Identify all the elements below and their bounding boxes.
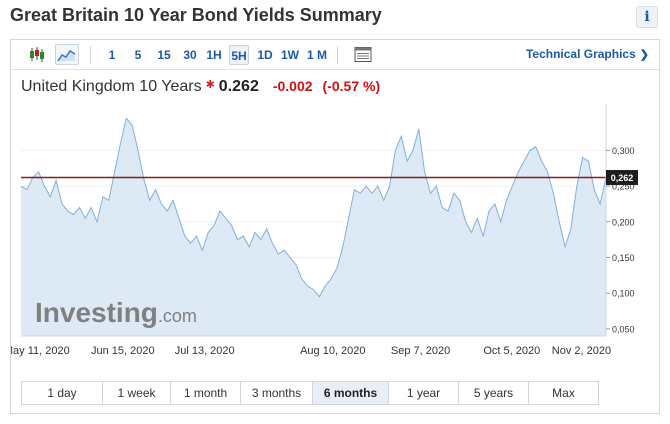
area-chart-icon[interactable] xyxy=(55,44,79,65)
timeframe-1h[interactable]: 1H xyxy=(206,48,222,62)
instrument-name: United Kingdom 10 Years xyxy=(21,78,202,95)
x-tick-label: Jul 13, 2020 xyxy=(175,345,235,357)
chart-area xyxy=(21,118,606,336)
star-icon: ✱ xyxy=(205,79,215,91)
price-change: -0.002 xyxy=(272,78,313,94)
x-tick-label: Jun 15, 2020 xyxy=(91,345,155,357)
chart-widget: 1 5 15 30 1H 5H 1D 1W 1 M Technical Graphics ❯ Un… xyxy=(10,39,660,414)
period-selector: 1 day 1 week 1 month 3 months 6 months 1 year… xyxy=(21,381,599,405)
period-3-months[interactable]: 3 months xyxy=(241,381,313,405)
chart-line xyxy=(20,117,607,298)
y-tick-label: 0,300 xyxy=(612,146,635,156)
timeframe-5h[interactable]: 5H xyxy=(229,45,249,65)
toolbar-separator xyxy=(90,46,91,64)
technical-graphics-label: Technical Graphics xyxy=(525,47,636,61)
watermark-text: Investing.com xyxy=(35,297,197,328)
period-1-week[interactable]: 1 week xyxy=(103,381,171,405)
period-6-months[interactable]: 6 months xyxy=(313,381,389,405)
table-icon[interactable] xyxy=(351,44,375,65)
period-5-years[interactable]: 5 years xyxy=(459,381,529,405)
current-value-badge-bg xyxy=(606,170,638,186)
y-tick-label: 0,250 xyxy=(612,182,635,192)
chevron-right-icon: ❯ xyxy=(639,49,649,61)
timeframe-1d[interactable]: 1D xyxy=(257,48,273,62)
timeframe-5[interactable]: 5 xyxy=(134,48,142,62)
current-value-text: 0,262 xyxy=(611,173,634,183)
period-1-month[interactable]: 1 month xyxy=(171,381,241,405)
timeframe-1m[interactable]: 1 M xyxy=(306,48,327,62)
y-tick-label: 0,200 xyxy=(612,217,635,227)
timeframe-30[interactable]: 30 xyxy=(183,48,197,62)
yield-chart: Investing.com 0,300 0,250 0,200 0,150 0,100 0… xyxy=(11,104,638,357)
last-price: 0.262 xyxy=(218,78,259,95)
info-button[interactable]: i xyxy=(636,6,658,28)
x-tick-label: Nov 2, 2020 xyxy=(552,345,611,357)
y-tick-label: 0,100 xyxy=(612,289,635,299)
toolbar-separator xyxy=(337,46,338,64)
x-tick-label: Sep 7, 2020 xyxy=(391,345,450,357)
investing-watermark: Investing.com xyxy=(35,297,197,328)
y-tick-label: 0,050 xyxy=(612,324,635,334)
period-max[interactable]: Max xyxy=(529,381,599,405)
quote-header: United Kingdom 10 Years ✱ 0.262 -0.002 (-0.5… xyxy=(21,78,380,96)
price-change-percent: (-0.57 %) xyxy=(322,78,381,94)
page-title: Great Britain 10 Year Bond Yields Summar… xyxy=(10,5,382,25)
x-tick-label: May 11, 2020 xyxy=(11,345,70,357)
period-1-year[interactable]: 1 year xyxy=(389,381,459,405)
x-tick-label: Aug 10, 2020 xyxy=(300,345,365,357)
candlestick-icon[interactable] xyxy=(25,44,49,65)
timeframe-1[interactable]: 1 xyxy=(108,48,116,62)
y-tick-label: 0,150 xyxy=(612,253,635,263)
x-tick-label: Oct 5, 2020 xyxy=(483,345,540,357)
timeframe-1w[interactable]: 1W xyxy=(281,48,299,62)
period-1-day[interactable]: 1 day xyxy=(21,381,103,405)
timeframe-15[interactable]: 15 xyxy=(157,48,171,62)
chart-toolbar: 1 5 15 30 1H 5H 1D 1W 1 M Technical Graphics ❯ xyxy=(11,40,659,70)
technical-graphics-link[interactable]: Technical Graphics ❯ xyxy=(526,47,649,61)
current-value-badge: 0,262 xyxy=(606,170,638,186)
